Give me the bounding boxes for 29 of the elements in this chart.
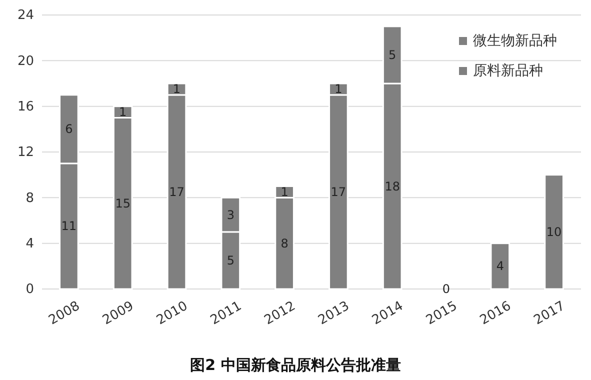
data-label: 17 bbox=[330, 184, 346, 199]
data-label: 1 bbox=[280, 184, 288, 199]
data-label: 8 bbox=[280, 236, 288, 250]
bar bbox=[490, 242, 510, 290]
y-tick-label: 8 bbox=[26, 190, 34, 206]
y-tick-label: 12 bbox=[17, 145, 34, 160]
legend-label: 微生物新品种 bbox=[473, 33, 557, 49]
data-label: 17 bbox=[169, 184, 184, 199]
data-label: 5 bbox=[388, 48, 396, 62]
data-label: 11 bbox=[61, 219, 77, 234]
data-label: 4 bbox=[496, 259, 504, 274]
bar bbox=[544, 174, 564, 290]
data-label: 1 bbox=[119, 105, 127, 120]
data-label: 5 bbox=[226, 253, 234, 268]
legend-label: 原料新品种 bbox=[473, 63, 543, 79]
y-tick-label: 4 bbox=[26, 236, 34, 252]
data-label: 10 bbox=[546, 224, 562, 239]
data-label: 3 bbox=[226, 208, 234, 222]
text: 图2 中国新食品原料公告批准量 bbox=[190, 356, 401, 374]
y-tick-label: 20 bbox=[17, 54, 34, 69]
data-label: 18 bbox=[384, 179, 400, 194]
y-tick-label: 0 bbox=[26, 282, 34, 298]
y-tick-label: 16 bbox=[17, 99, 34, 114]
data-label: 15 bbox=[115, 196, 130, 210]
y-tick-label: 24 bbox=[17, 8, 34, 24]
data-label: 0 bbox=[442, 282, 450, 296]
data-label: 1 bbox=[334, 82, 342, 96]
data-label: 6 bbox=[65, 122, 73, 136]
data-label: 1 bbox=[172, 82, 181, 96]
